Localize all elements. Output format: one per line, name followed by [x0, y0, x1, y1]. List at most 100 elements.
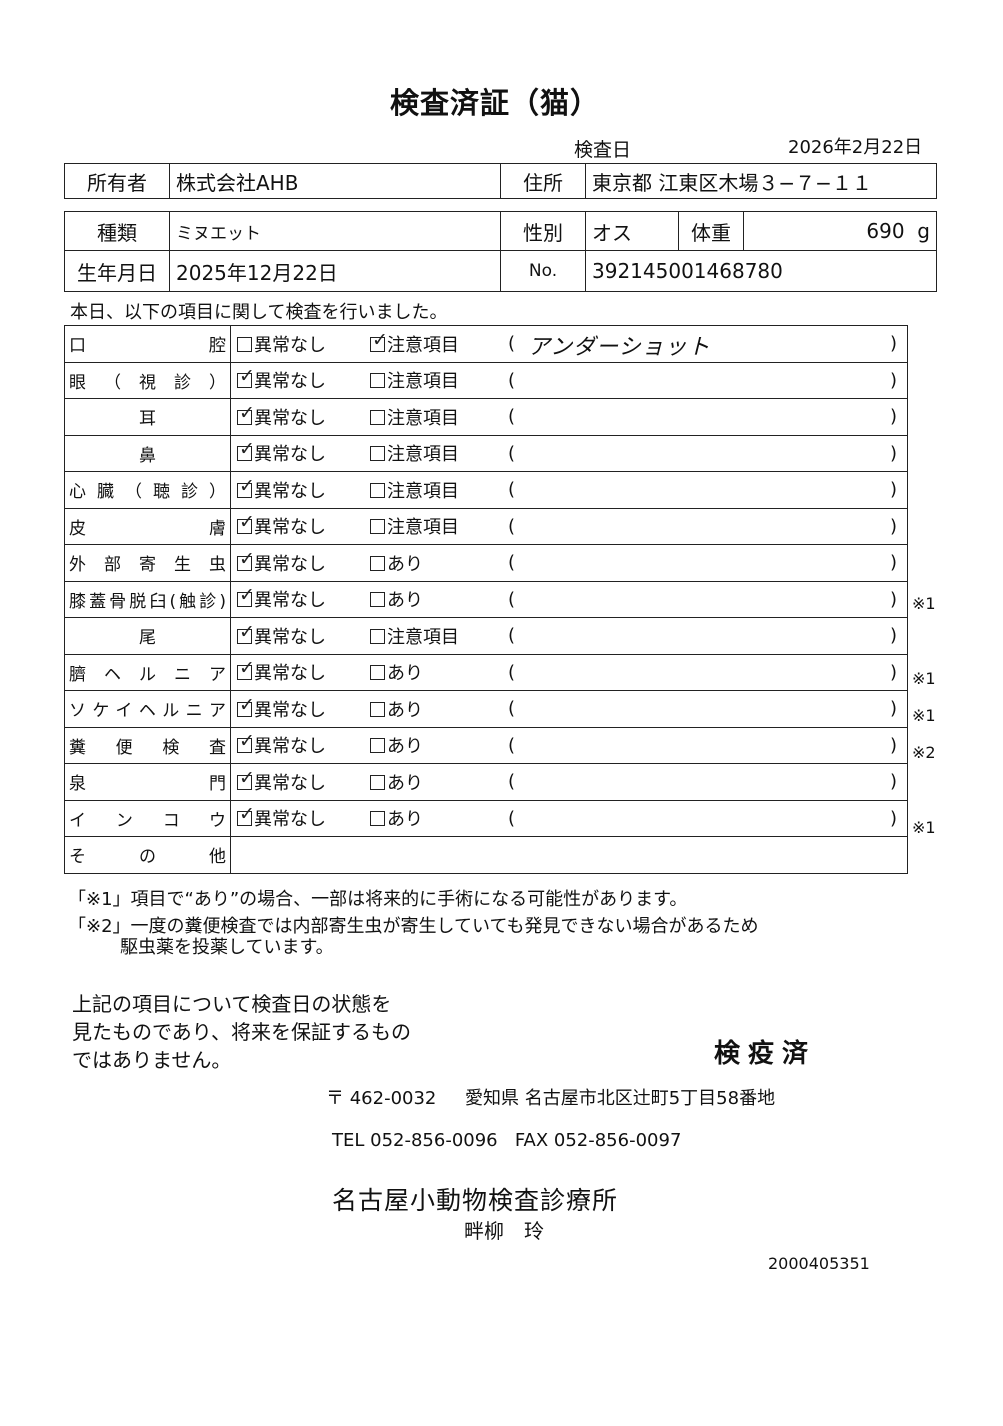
option-abnormal[interactable]: ✓注意項目: [366, 361, 504, 399]
option-normal[interactable]: ✓異常なし: [230, 544, 366, 582]
paren-open: (: [508, 552, 516, 573]
option-normal[interactable]: ✓異常なし: [230, 471, 366, 509]
checkbox-normal[interactable]: ✓: [237, 511, 255, 535]
exam-row: 外部寄生虫✓異常なし✓あり(): [64, 544, 908, 582]
note-field[interactable]: (): [504, 726, 908, 764]
birth-label: 生年月日: [64, 250, 170, 292]
exam-row: 泉 門✓異常なし✓あり(): [64, 763, 908, 801]
option-abnormal-label: あり: [387, 809, 423, 831]
note-field[interactable]: (): [504, 544, 908, 582]
checkbox-abnormal[interactable]: ✓: [370, 409, 385, 425]
checkbox-normal[interactable]: ✓: [237, 365, 255, 389]
option-abnormal[interactable]: ✓あり: [366, 763, 504, 801]
option-normal-label: 異常なし: [254, 590, 326, 612]
option-abnormal[interactable]: ✓注意項目: [366, 398, 504, 436]
checkbox-normal[interactable]: ✓: [237, 657, 255, 681]
checkbox-abnormal[interactable]: ✓: [370, 628, 385, 644]
option-abnormal-label: あり: [387, 699, 423, 721]
checkbox-abnormal[interactable]: ✓: [370, 738, 385, 754]
option-normal[interactable]: ✓異常なし: [230, 580, 366, 618]
option-abnormal[interactable]: ✓注意項目: [366, 434, 504, 472]
paren-open: (: [508, 588, 516, 610]
checkbox-normal[interactable]: ✓: [237, 475, 255, 498]
checkbox-normal[interactable]: ✓: [237, 730, 255, 754]
exam-item-label: 耳: [64, 398, 231, 436]
document-title: 検査済証（猫）: [389, 86, 600, 120]
checkbox-abnormal[interactable]: ✓: [370, 329, 388, 352]
option-normal-label: 異常なし: [254, 334, 326, 356]
address-label: 住所: [500, 163, 586, 199]
note-field[interactable]: (): [504, 653, 908, 691]
checkbox-normal[interactable]: ✓: [237, 803, 255, 827]
option-abnormal[interactable]: ✓あり: [366, 726, 504, 764]
note-field[interactable]: (): [504, 617, 908, 655]
option-normal[interactable]: ✓異常なし: [230, 653, 366, 691]
note-field[interactable]: (): [504, 799, 908, 837]
option-normal-label: 異常なし: [254, 444, 326, 466]
option-abnormal[interactable]: ✓注意項目: [366, 507, 504, 545]
option-abnormal[interactable]: ✓注意項目: [366, 471, 504, 509]
other-field[interactable]: [230, 836, 908, 874]
option-normal[interactable]: ✓異常なし: [230, 617, 366, 655]
exam-item-label: 尾: [64, 617, 231, 655]
note-field[interactable]: (): [504, 690, 908, 728]
note-field[interactable]: (): [504, 434, 908, 472]
option-normal[interactable]: ✓異常なし: [230, 361, 366, 399]
checkbox-abnormal[interactable]: ✓: [370, 811, 385, 827]
checkbox-normal[interactable]: ✓: [237, 694, 255, 717]
checkbox-abnormal[interactable]: ✓: [370, 701, 385, 717]
checkbox-normal[interactable]: ✓: [237, 621, 255, 644]
checkbox-abnormal[interactable]: ✓: [370, 446, 385, 462]
footnote-mark: ※1: [912, 706, 936, 725]
option-normal[interactable]: ✓異常なし: [230, 763, 366, 801]
checkbox-normal[interactable]: ✓: [237, 548, 255, 571]
option-normal[interactable]: ✓異常なし: [230, 690, 366, 728]
note-field[interactable]: (): [504, 507, 908, 545]
option-abnormal[interactable]: ✓あり: [366, 580, 504, 618]
option-normal[interactable]: ✓異常なし: [230, 507, 366, 545]
checkbox-normal[interactable]: ✓: [237, 438, 255, 462]
checkbox-normal[interactable]: ✓: [237, 767, 255, 790]
checkbox-abnormal[interactable]: ✓: [370, 482, 385, 498]
address-value: 東京都 江東区木場３−７−１１: [585, 163, 937, 199]
option-abnormal[interactable]: ✓あり: [366, 799, 504, 837]
option-normal[interactable]: ✓異常なし: [230, 799, 366, 837]
exam-item-label: 鼻: [64, 434, 231, 472]
note-field[interactable]: (アンダーショット): [504, 325, 908, 363]
paren-open: (: [508, 698, 516, 719]
paren-close: ): [889, 333, 897, 354]
option-abnormal[interactable]: ✓注意項目: [366, 325, 504, 363]
option-abnormal[interactable]: ✓あり: [366, 544, 504, 582]
option-normal[interactable]: ✓異常なし: [230, 325, 366, 363]
paren-open: (: [508, 661, 516, 683]
option-normal-label: 異常なし: [254, 772, 326, 794]
checkbox-abnormal[interactable]: ✓: [370, 774, 385, 790]
option-abnormal[interactable]: ✓あり: [366, 690, 504, 728]
option-normal[interactable]: ✓異常なし: [230, 726, 366, 764]
note-field[interactable]: (): [504, 580, 908, 618]
note-field[interactable]: (): [504, 763, 908, 801]
exam-date-label: 検査日: [574, 139, 632, 161]
note-field[interactable]: (): [504, 398, 908, 436]
birth-value: 2025年12月22日: [169, 250, 501, 292]
option-normal[interactable]: ✓異常なし: [230, 434, 366, 472]
checkbox-abnormal[interactable]: ✓: [370, 592, 385, 608]
note-field[interactable]: (): [504, 361, 908, 399]
checkbox-abnormal[interactable]: ✓: [370, 555, 385, 571]
checkbox-abnormal[interactable]: ✓: [370, 665, 385, 681]
owner-label: 所有者: [64, 163, 170, 199]
check-icon: ✓: [239, 401, 255, 424]
checkbox-normal[interactable]: ✓: [237, 336, 252, 352]
checkbox-normal[interactable]: ✓: [237, 402, 255, 425]
option-abnormal[interactable]: ✓注意項目: [366, 617, 504, 655]
option-normal[interactable]: ✓異常なし: [230, 398, 366, 436]
option-abnormal[interactable]: ✓あり: [366, 653, 504, 691]
note-field[interactable]: (): [504, 471, 908, 509]
checkbox-abnormal[interactable]: ✓: [370, 519, 385, 535]
checkbox-normal[interactable]: ✓: [237, 584, 255, 608]
paren-open: (: [508, 515, 516, 537]
checkbox-abnormal[interactable]: ✓: [370, 373, 385, 389]
option-abnormal-label: あり: [387, 590, 423, 612]
paren-open: (: [508, 333, 516, 354]
weight-label: 体重: [678, 211, 744, 251]
